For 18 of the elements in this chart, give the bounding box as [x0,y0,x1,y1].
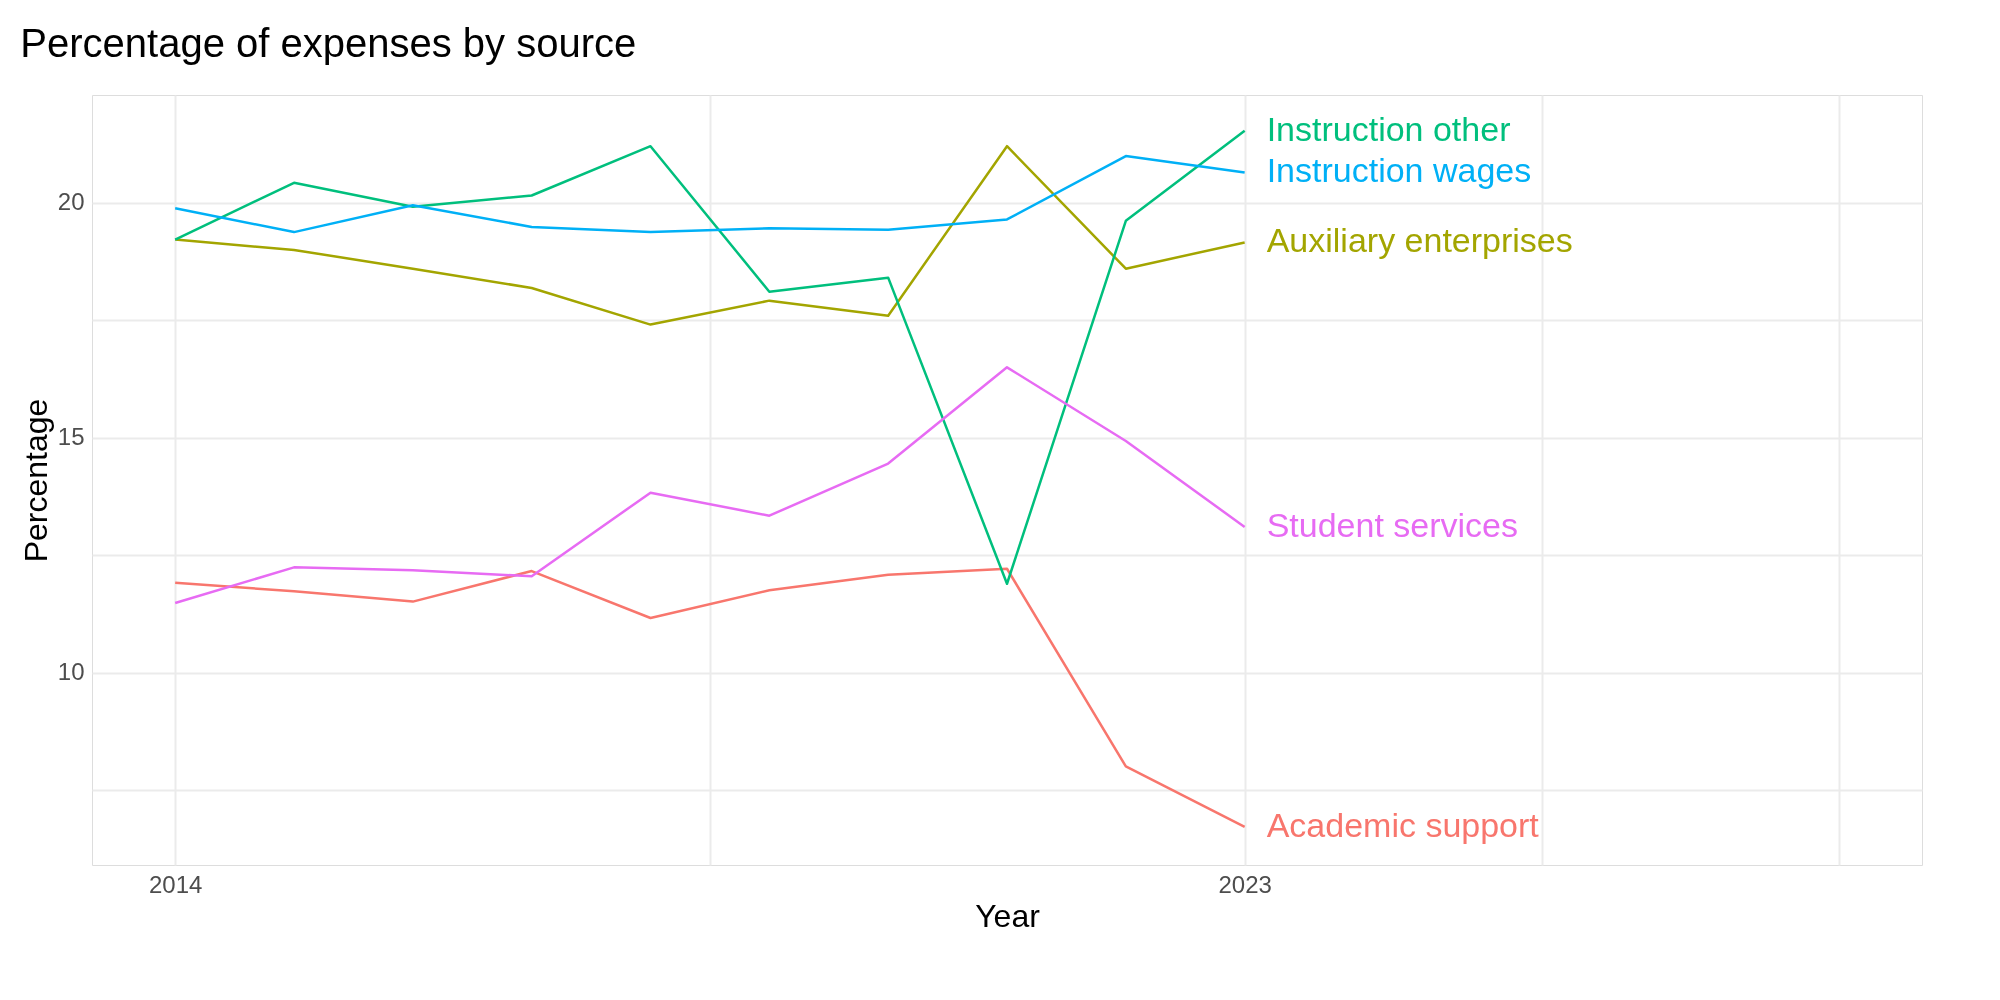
series-label: Academic support [1266,805,1540,844]
x-tick-label: 2014 [148,870,203,898]
line-series [173,567,1246,829]
line-series [173,144,1246,326]
y-axis-title: Percentage [17,398,54,563]
series-label: Auxiliary enterprises [1266,221,1573,260]
y-tick-label: 20 [57,188,85,216]
y-tick-label: 15 [57,423,85,451]
series-label: Student services [1266,505,1519,544]
line-series [173,366,1246,605]
x-tick-label: 2023 [1218,870,1272,898]
series-label: Instruction other [1266,109,1511,148]
y-tick-label: 10 [57,658,85,685]
series-label: Instruction wages [1266,151,1532,190]
x-axis-title: Year [975,897,1041,934]
chart-title: Percentage of expenses by source [20,21,637,65]
line-series [173,154,1246,234]
line-series [173,129,1246,586]
